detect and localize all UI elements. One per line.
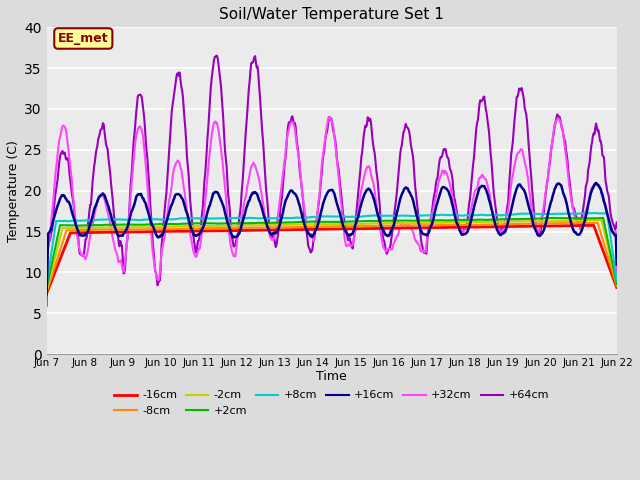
Legend: -16cm, -8cm, -2cm, +2cm, +8cm, +16cm, +32cm, +64cm: -16cm, -8cm, -2cm, +2cm, +8cm, +16cm, +3… [110, 386, 554, 420]
Text: EE_met: EE_met [58, 32, 109, 45]
Y-axis label: Temperature (C): Temperature (C) [7, 140, 20, 241]
Title: Soil/Water Temperature Set 1: Soil/Water Temperature Set 1 [220, 7, 444, 22]
X-axis label: Time: Time [316, 370, 347, 383]
